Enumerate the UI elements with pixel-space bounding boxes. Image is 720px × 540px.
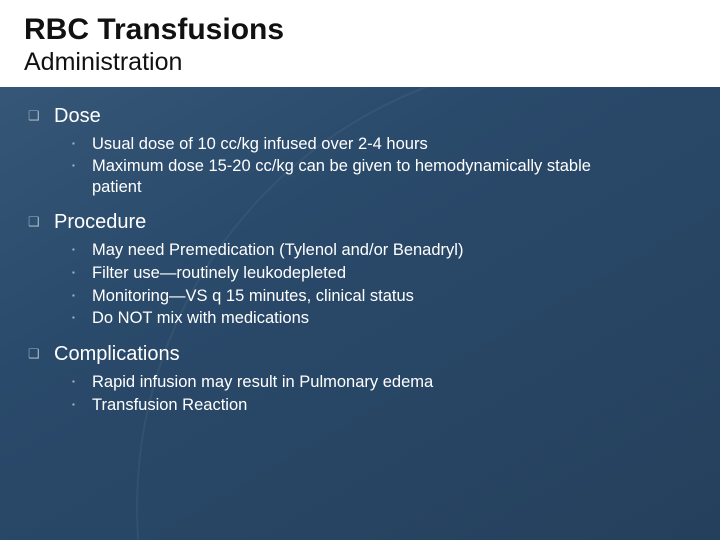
list-item: ▪ Rapid infusion may result in Pulmonary… (72, 372, 692, 393)
content-area: ❑ Dose ▪ Usual dose of 10 cc/kg infused … (0, 87, 720, 416)
list-item-text: Monitoring—VS q 15 minutes, clinical sta… (92, 286, 414, 307)
list-item-text: Maximum dose 15-20 cc/kg can be given to… (92, 156, 632, 197)
list-item: ▪ Transfusion Reaction (72, 395, 692, 416)
list-item-text: Rapid infusion may result in Pulmonary e… (92, 372, 433, 393)
section-title: Complications (54, 343, 180, 366)
square-bullet-icon: ▪ (72, 240, 82, 260)
slide-title: RBC Transfusions (24, 14, 696, 46)
section-procedure: ❑ Procedure ▪ May need Premedication (Ty… (28, 211, 692, 329)
list-item-text: Filter use—routinely leukodepleted (92, 263, 346, 284)
hollow-square-icon: ❑ (28, 211, 42, 233)
hollow-square-icon: ❑ (28, 105, 42, 127)
section-dose: ❑ Dose ▪ Usual dose of 10 cc/kg infused … (28, 105, 692, 198)
slide-subtitle: Administration (24, 48, 696, 77)
list-item-text: May need Premedication (Tylenol and/or B… (92, 240, 463, 261)
list-item: ▪ Do NOT mix with medications (72, 308, 692, 329)
section-head: ❑ Dose (28, 105, 692, 128)
list-item-text: Usual dose of 10 cc/kg infused over 2-4 … (92, 134, 428, 155)
square-bullet-icon: ▪ (72, 372, 82, 392)
square-bullet-icon: ▪ (72, 134, 82, 154)
section-title: Procedure (54, 211, 146, 234)
square-bullet-icon: ▪ (72, 395, 82, 415)
section-head: ❑ Procedure (28, 211, 692, 234)
sublist: ▪ May need Premedication (Tylenol and/or… (72, 240, 692, 329)
section-head: ❑ Complications (28, 343, 692, 366)
square-bullet-icon: ▪ (72, 263, 82, 283)
list-item-text: Do NOT mix with medications (92, 308, 309, 329)
sublist: ▪ Usual dose of 10 cc/kg infused over 2-… (72, 134, 692, 198)
list-item: ▪ May need Premedication (Tylenol and/or… (72, 240, 692, 261)
sublist: ▪ Rapid infusion may result in Pulmonary… (72, 372, 692, 415)
square-bullet-icon: ▪ (72, 286, 82, 306)
square-bullet-icon: ▪ (72, 156, 82, 176)
list-item: ▪ Usual dose of 10 cc/kg infused over 2-… (72, 134, 692, 155)
section-title: Dose (54, 105, 101, 128)
list-item: ▪ Maximum dose 15-20 cc/kg can be given … (72, 156, 692, 197)
section-complications: ❑ Complications ▪ Rapid infusion may res… (28, 343, 692, 415)
list-item: ▪ Monitoring—VS q 15 minutes, clinical s… (72, 286, 692, 307)
title-block: RBC Transfusions Administration (0, 0, 720, 87)
square-bullet-icon: ▪ (72, 308, 82, 328)
list-item: ▪ Filter use—routinely leukodepleted (72, 263, 692, 284)
hollow-square-icon: ❑ (28, 343, 42, 365)
list-item-text: Transfusion Reaction (92, 395, 247, 416)
